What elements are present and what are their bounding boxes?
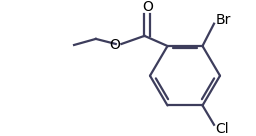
Text: Br: Br <box>215 13 231 27</box>
Text: Cl: Cl <box>215 122 229 136</box>
Text: O: O <box>142 0 153 14</box>
Text: O: O <box>109 38 120 52</box>
